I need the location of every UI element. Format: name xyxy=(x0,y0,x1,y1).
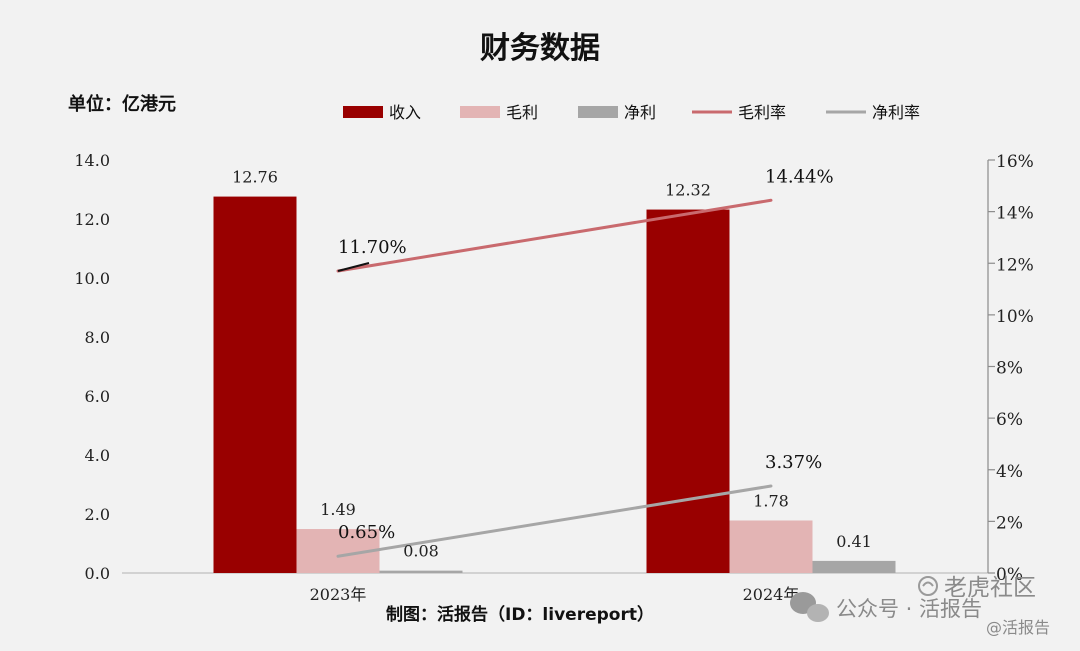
left-tick-label: 10.0 xyxy=(74,269,110,288)
legend-swatch xyxy=(460,106,500,118)
bar-data-label: 1.49 xyxy=(320,500,356,519)
bar-净利 xyxy=(812,560,896,573)
legend-swatch xyxy=(578,106,618,118)
legend-item-毛利率: 毛利率 xyxy=(692,103,786,122)
legend-swatch xyxy=(343,106,383,118)
legend-label: 毛利率 xyxy=(738,103,786,122)
left-tick-label: 12.0 xyxy=(74,210,110,229)
right-tick-label: 16% xyxy=(996,152,1034,172)
bar-data-label: 0.08 xyxy=(403,542,439,561)
x-category-label: 2024年 xyxy=(743,585,800,604)
line-净利率 xyxy=(336,484,773,558)
bar-data-label: 12.76 xyxy=(232,168,278,187)
tiger-logo-icon xyxy=(918,576,938,596)
legend-item-净利率: 净利率 xyxy=(826,103,920,122)
right-tick-label: 2% xyxy=(996,513,1023,533)
line-毛利率 xyxy=(336,198,773,273)
legend-label: 净利 xyxy=(624,103,656,122)
line-data-label: 11.70% xyxy=(338,237,407,258)
chart-title: 财务数据 xyxy=(480,31,600,66)
left-tick-label: 0.0 xyxy=(85,564,110,583)
bar-data-label: 12.32 xyxy=(665,181,711,200)
leader-line xyxy=(337,262,370,272)
left-tick-label: 4.0 xyxy=(85,446,110,465)
tiger-watermark-text: 老虎社区 xyxy=(944,575,1036,601)
legend-item-毛利: 毛利 xyxy=(460,103,538,122)
lines-layer xyxy=(336,198,773,558)
axes-layer: 0.0 2.0 4.0 6.0 8.0 10.0 12.0 14.0 0% 2% 4% 6% 8% 10%… xyxy=(74,151,1033,585)
source-credit: 制图：活报告（ID：livereport） xyxy=(386,604,654,625)
watermark-wechat: 公众号 · 活报告 xyxy=(790,592,982,622)
line-data-label: 0.65% xyxy=(338,522,395,543)
left-tick-label: 8.0 xyxy=(85,328,110,347)
watermark-tiger: 老虎社区 @活报告 xyxy=(918,575,1050,637)
legend-label: 毛利 xyxy=(506,103,538,122)
legend-item-净利: 净利 xyxy=(578,103,656,122)
bar-毛利 xyxy=(729,520,813,573)
wechat-icon xyxy=(790,592,829,622)
right-tick-label: 10% xyxy=(996,307,1034,327)
bar-data-label: 1.78 xyxy=(753,491,789,510)
bar-收入 xyxy=(213,196,297,573)
left-tick-label: 6.0 xyxy=(85,387,110,406)
bar-收入 xyxy=(646,209,730,573)
line-data-label: 3.37% xyxy=(765,452,822,473)
right-tick-label: 6% xyxy=(996,410,1023,430)
bar-data-label: 0.41 xyxy=(836,532,872,551)
right-tick-label: 8% xyxy=(996,359,1023,379)
legend-item-收入: 收入 xyxy=(343,103,421,122)
unit-label: 单位：亿港元 xyxy=(68,93,176,115)
legend-label: 收入 xyxy=(389,103,421,122)
wechat-watermark-text: 公众号 · 活报告 xyxy=(836,597,982,621)
bar-净利 xyxy=(379,570,463,573)
bars-layer xyxy=(213,196,896,573)
x-category-label: 2023年 xyxy=(310,585,367,604)
left-tick-label: 2.0 xyxy=(85,505,110,524)
left-tick-label: 14.0 xyxy=(74,151,110,170)
right-tick-label: 0% xyxy=(996,565,1023,585)
legend: 收入 毛利 净利 毛利率 净利率 xyxy=(343,103,920,122)
right-tick-label: 14% xyxy=(996,204,1034,224)
right-tick-label: 4% xyxy=(996,462,1023,482)
legend-label: 净利率 xyxy=(872,103,920,122)
tiger-watermark-subtext: @活报告 xyxy=(986,618,1050,637)
labels-layer: 2023年 2024年 12.76 12.32 1.49 1.78 0.08 0.41 11.7… xyxy=(232,166,872,604)
right-tick-label: 12% xyxy=(996,255,1034,275)
line-data-label: 14.44% xyxy=(765,166,834,187)
